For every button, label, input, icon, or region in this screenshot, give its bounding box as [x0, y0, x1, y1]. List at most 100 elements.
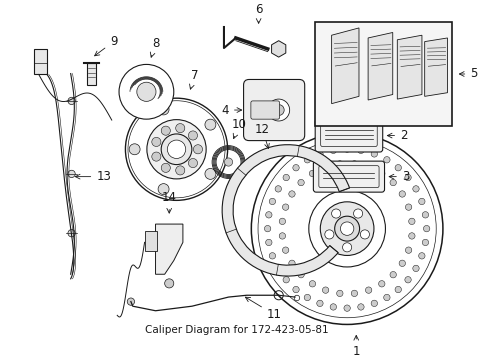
Circle shape [304, 157, 310, 163]
Circle shape [68, 170, 75, 177]
Circle shape [353, 209, 362, 218]
Circle shape [269, 198, 275, 204]
Circle shape [331, 209, 340, 218]
Circle shape [283, 276, 289, 283]
Wedge shape [222, 145, 349, 276]
Circle shape [350, 290, 357, 297]
Circle shape [151, 138, 161, 147]
Circle shape [265, 212, 271, 218]
Text: 1: 1 [352, 336, 359, 357]
Text: 9: 9 [95, 35, 117, 56]
Circle shape [224, 158, 232, 166]
Circle shape [127, 298, 134, 305]
Text: 4: 4 [221, 104, 241, 117]
Circle shape [320, 202, 373, 256]
Text: 7: 7 [189, 69, 198, 89]
Circle shape [343, 146, 349, 152]
Circle shape [316, 151, 323, 157]
Circle shape [68, 97, 75, 104]
Circle shape [334, 216, 359, 241]
Circle shape [418, 253, 424, 259]
Circle shape [158, 104, 169, 115]
Circle shape [357, 147, 364, 153]
Circle shape [161, 163, 170, 172]
Circle shape [404, 276, 410, 283]
Circle shape [418, 198, 424, 204]
Circle shape [161, 126, 170, 135]
Circle shape [279, 218, 285, 225]
Circle shape [119, 64, 173, 119]
Circle shape [404, 174, 410, 181]
Circle shape [383, 294, 389, 301]
Circle shape [292, 286, 299, 293]
Circle shape [329, 304, 336, 310]
Circle shape [265, 239, 271, 246]
Circle shape [161, 134, 191, 165]
Circle shape [350, 161, 357, 167]
Bar [144, 231, 157, 251]
Circle shape [175, 166, 184, 175]
Text: 11: 11 [245, 297, 281, 321]
Circle shape [308, 170, 315, 177]
Bar [87, 63, 96, 85]
Circle shape [365, 287, 371, 293]
Circle shape [383, 157, 389, 163]
Circle shape [267, 99, 289, 121]
Polygon shape [331, 28, 358, 104]
Text: 8: 8 [150, 37, 159, 57]
Text: 13: 13 [75, 170, 111, 183]
Circle shape [204, 168, 215, 179]
Circle shape [398, 191, 405, 197]
Circle shape [394, 165, 401, 171]
Circle shape [357, 304, 364, 310]
Text: Caliper Diagram for 172-423-05-81: Caliper Diagram for 172-423-05-81 [145, 325, 328, 336]
Circle shape [282, 247, 288, 253]
Circle shape [129, 144, 140, 155]
Text: 3: 3 [388, 170, 408, 183]
Circle shape [340, 222, 353, 235]
Circle shape [164, 279, 173, 288]
Circle shape [343, 305, 349, 311]
Circle shape [412, 265, 418, 271]
Circle shape [204, 119, 215, 130]
Circle shape [408, 218, 414, 225]
Circle shape [275, 186, 281, 192]
Circle shape [308, 190, 385, 267]
Circle shape [336, 290, 342, 297]
Circle shape [378, 280, 384, 287]
Circle shape [322, 164, 328, 170]
FancyBboxPatch shape [243, 80, 304, 141]
Circle shape [188, 131, 197, 140]
Circle shape [329, 147, 336, 153]
Text: 14: 14 [162, 191, 176, 213]
Circle shape [308, 280, 315, 287]
Circle shape [421, 212, 428, 218]
Bar [34, 49, 47, 75]
Circle shape [421, 239, 428, 246]
FancyBboxPatch shape [313, 161, 384, 192]
Circle shape [412, 186, 418, 192]
Circle shape [405, 247, 411, 253]
Circle shape [378, 170, 384, 177]
Text: 2: 2 [386, 129, 407, 142]
Polygon shape [396, 35, 421, 99]
Circle shape [316, 300, 323, 307]
Circle shape [370, 300, 377, 307]
Circle shape [336, 161, 342, 167]
Circle shape [304, 294, 310, 301]
Circle shape [151, 152, 161, 161]
Circle shape [279, 233, 285, 239]
Circle shape [360, 230, 369, 239]
Circle shape [297, 271, 304, 278]
Circle shape [288, 191, 295, 197]
Circle shape [269, 253, 275, 259]
Circle shape [146, 120, 206, 179]
FancyBboxPatch shape [315, 119, 382, 152]
Circle shape [297, 179, 304, 186]
Circle shape [408, 233, 414, 239]
Circle shape [398, 260, 405, 266]
FancyBboxPatch shape [250, 101, 279, 119]
Text: 5: 5 [458, 67, 477, 81]
Circle shape [283, 174, 289, 181]
Bar [315, 22, 451, 126]
